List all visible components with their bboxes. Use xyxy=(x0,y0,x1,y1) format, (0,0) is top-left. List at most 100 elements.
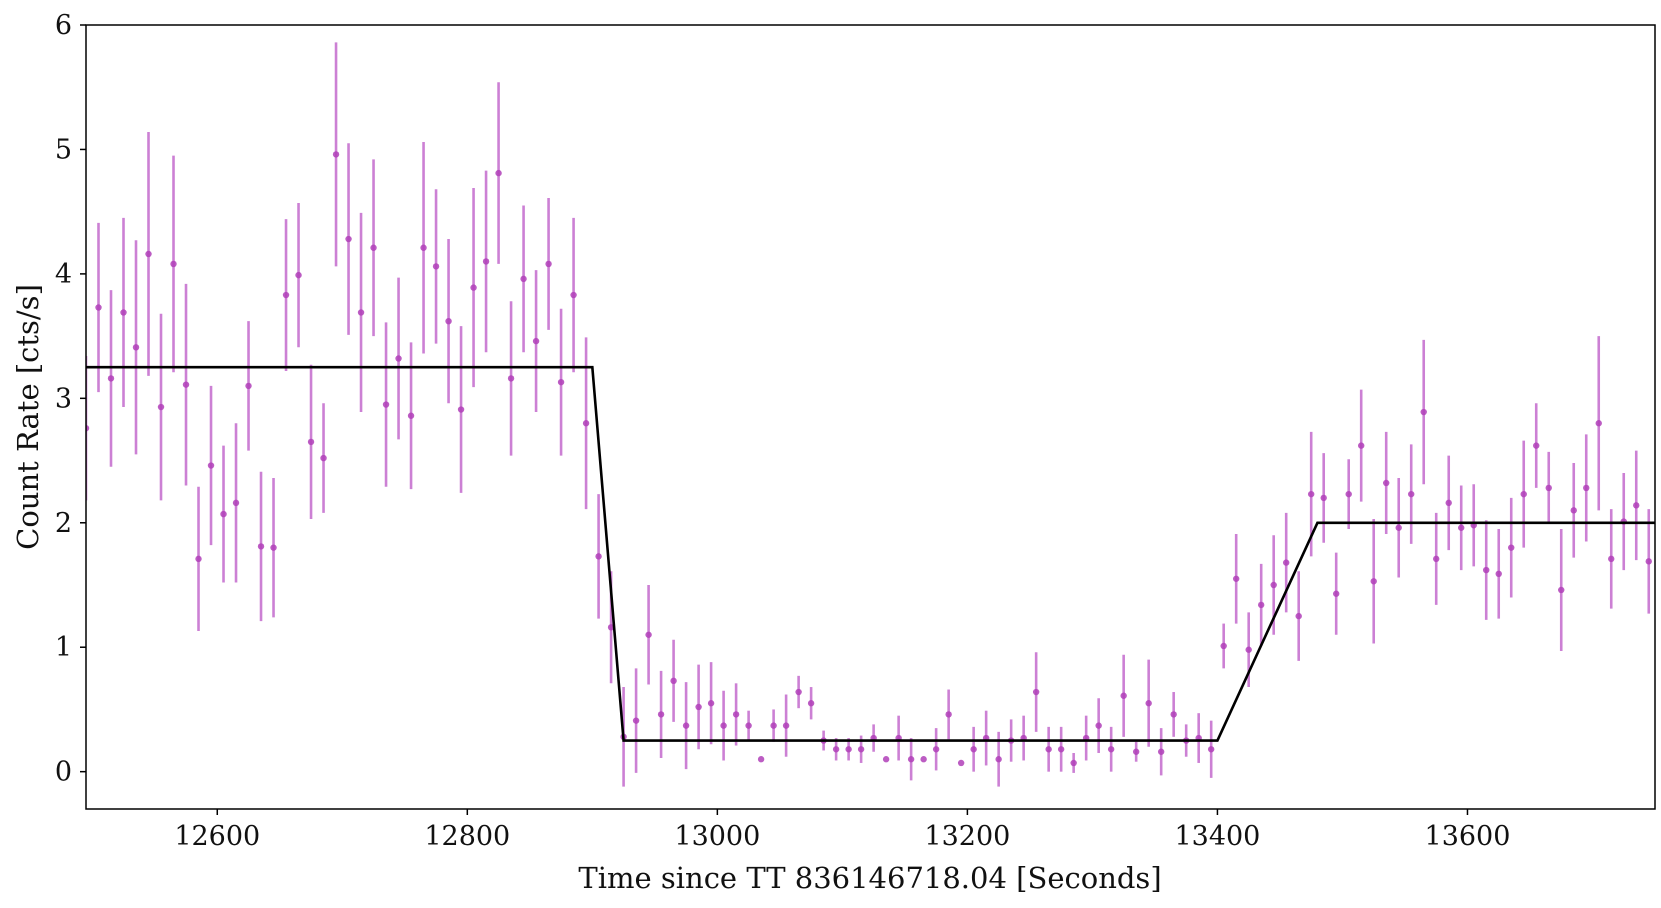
data-point xyxy=(1345,490,1352,498)
data-point xyxy=(1433,555,1440,563)
data-point xyxy=(1633,502,1640,509)
data-point xyxy=(495,169,502,177)
data-point xyxy=(645,631,652,638)
data-point xyxy=(507,375,515,382)
data-point xyxy=(807,700,815,707)
data-point xyxy=(1270,581,1277,589)
data-point xyxy=(1320,494,1327,502)
data-point xyxy=(1170,711,1177,718)
data-point xyxy=(170,260,177,268)
data-point xyxy=(545,260,552,268)
data-point xyxy=(1458,524,1465,531)
data-point xyxy=(1358,442,1365,449)
data-point xyxy=(582,420,590,427)
data-point xyxy=(207,462,215,469)
x-tick-label: 13400 xyxy=(1174,821,1260,852)
data-point xyxy=(795,688,802,696)
data-point xyxy=(182,381,190,388)
data-point xyxy=(1445,499,1452,507)
data-point xyxy=(920,756,927,763)
data-point xyxy=(482,258,490,265)
data-point xyxy=(1558,586,1565,594)
y-tick-label: 3 xyxy=(55,383,72,414)
data-points xyxy=(86,151,1652,767)
data-point xyxy=(1608,555,1615,563)
y-tick-label: 6 xyxy=(55,10,72,41)
data-point xyxy=(1157,748,1165,755)
data-point xyxy=(557,378,565,386)
x-tick-label: 12800 xyxy=(424,821,510,852)
y-axis: 0 1 2 3 4 5 6 xyxy=(55,10,86,788)
data-point xyxy=(295,271,302,279)
data-point xyxy=(782,722,790,729)
data-point xyxy=(957,759,965,767)
data-point xyxy=(457,406,465,413)
data-point xyxy=(257,543,265,550)
data-point xyxy=(1483,566,1490,574)
data-point xyxy=(1408,490,1415,498)
data-point xyxy=(845,746,852,753)
data-point xyxy=(1307,490,1315,498)
data-point xyxy=(132,344,140,351)
data-point xyxy=(1520,490,1527,498)
data-point xyxy=(1332,590,1340,597)
data-point xyxy=(195,555,202,563)
data-point xyxy=(1120,692,1127,699)
data-point xyxy=(1295,612,1302,620)
data-point xyxy=(1095,722,1102,729)
data-point xyxy=(757,756,765,763)
data-point xyxy=(1420,408,1427,416)
data-point xyxy=(1595,420,1602,427)
data-point xyxy=(1645,558,1652,565)
y-tick-label: 4 xyxy=(55,259,72,290)
data-point xyxy=(107,375,115,382)
data-point xyxy=(1257,601,1265,609)
data-point xyxy=(520,275,527,283)
data-point xyxy=(1045,746,1052,753)
data-point xyxy=(745,722,752,729)
data-point xyxy=(857,746,865,753)
data-point xyxy=(320,454,327,462)
data-point xyxy=(770,722,777,729)
data-point xyxy=(882,756,890,763)
data-point xyxy=(157,403,165,411)
data-point xyxy=(1245,646,1252,653)
data-point xyxy=(432,263,440,270)
y-tick-label: 0 xyxy=(55,757,72,788)
data-point xyxy=(1107,746,1115,753)
y-tick-label: 5 xyxy=(55,134,72,165)
data-point xyxy=(1220,642,1227,650)
data-point xyxy=(932,746,940,753)
data-point xyxy=(1132,748,1140,755)
data-point xyxy=(232,499,240,507)
data-point xyxy=(332,151,340,158)
data-point xyxy=(357,309,365,316)
data-point xyxy=(632,717,640,724)
data-point xyxy=(1232,575,1240,582)
data-point xyxy=(445,317,452,325)
data-point xyxy=(732,711,740,718)
data-point xyxy=(532,337,540,345)
data-point xyxy=(570,291,577,299)
data-point xyxy=(1070,759,1077,767)
data-point xyxy=(307,438,315,446)
data-point xyxy=(1508,544,1515,551)
data-point xyxy=(382,401,390,408)
data-point xyxy=(1395,524,1402,531)
data-point xyxy=(1545,484,1552,492)
x-tick-label: 13200 xyxy=(924,821,1010,852)
data-point xyxy=(1207,746,1215,753)
data-point xyxy=(1383,479,1390,487)
data-point xyxy=(595,553,602,560)
data-point xyxy=(995,756,1002,763)
data-point xyxy=(832,746,840,753)
data-point xyxy=(145,250,152,258)
data-point xyxy=(1057,746,1065,753)
error-bars xyxy=(86,42,1651,787)
data-point xyxy=(657,711,665,718)
data-point xyxy=(1583,484,1590,492)
data-point xyxy=(1533,442,1540,449)
x-axis: 12600 12800 13000 13200 13400 13600 xyxy=(174,809,1510,852)
y-tick-label: 1 xyxy=(55,632,72,663)
data-point xyxy=(220,510,227,518)
